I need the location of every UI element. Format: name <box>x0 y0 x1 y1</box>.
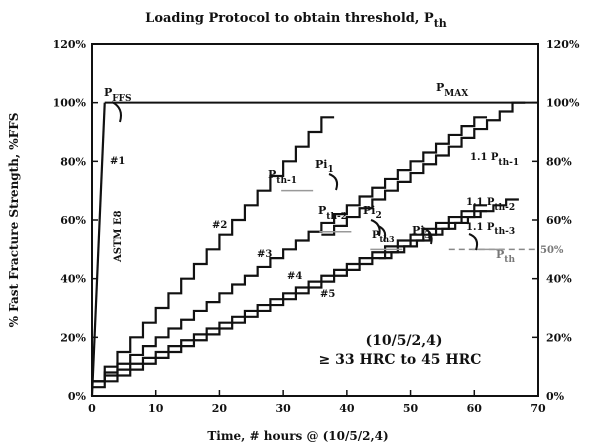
y-tick-label-left: 100% <box>53 97 87 110</box>
label-series-3: #3 <box>257 249 272 260</box>
x-tick-label: 50 <box>403 402 419 415</box>
series-line-2 <box>92 116 335 383</box>
label-pth: Pth <box>496 248 515 265</box>
y-axis-right-ticks: 0% 20% 40% 60% 80% 100% 120% <box>532 38 580 403</box>
y-tick-label-right: 0% <box>546 390 565 403</box>
label-pi2: Pi2 <box>363 204 382 221</box>
label-astm: ASTM E8 <box>113 210 124 263</box>
label-11pth3: 1.1 Pth-3 <box>466 222 515 237</box>
label-pth2: Pth-2 <box>318 204 347 222</box>
x-axis-ticks: 0 10 20 30 40 50 60 70 <box>88 390 546 415</box>
series-line-3 <box>92 116 488 383</box>
label-pi1: Pi1 <box>315 158 334 175</box>
y-tick-label-left: 80% <box>60 155 86 168</box>
x-tick-label: 10 <box>148 402 164 415</box>
y-tick-label-left: 20% <box>60 331 86 344</box>
y-tick-label-left: 40% <box>60 273 86 286</box>
label-11pth1: 1.1 Pth-1 <box>470 152 519 168</box>
series-line-4 <box>92 204 488 383</box>
label-series-5: #5 <box>320 289 335 300</box>
y-tick-label-right: 20% <box>546 331 572 344</box>
x-tick-label: 70 <box>530 402 546 415</box>
label-pth3: Pth3 <box>372 230 395 244</box>
label-series-4: #4 <box>287 271 302 282</box>
y-tick-label-right: 60% <box>546 214 572 227</box>
label-pi3: Pi3 <box>412 224 431 241</box>
chart-title: Loading Protocol to obtain threshold, Pt… <box>145 11 447 30</box>
arc-pi3 <box>422 227 433 245</box>
x-axis-label: Time, # hours @ (10/5/2,4) <box>207 429 388 443</box>
x-tick-label: 60 <box>467 402 483 415</box>
plot-frame <box>91 43 539 397</box>
arc-pi1 <box>328 173 339 191</box>
x-tick-label: 20 <box>212 402 228 415</box>
series-line-7 <box>378 198 519 260</box>
label-pmax: PMAX <box>436 81 468 99</box>
label-series-1: #1 <box>110 156 125 167</box>
y-tick-label-right: 80% <box>546 155 572 168</box>
arc-pffs <box>111 101 122 123</box>
label-series-2: #2 <box>212 220 227 231</box>
series-line-6 <box>321 101 526 236</box>
y-tick-label-left: 0% <box>68 390 87 403</box>
label-pct50: 50% <box>540 245 564 256</box>
y-axis-label: % Fast Fracture Strength, %FFS <box>7 113 21 328</box>
series-group <box>90 101 526 397</box>
y-axis-left-ticks: 0% 20% 40% 60% 80% 100% 120% <box>53 38 98 403</box>
threshold-marks <box>281 189 505 251</box>
x-tick-label: 40 <box>339 402 355 415</box>
annotation-arcs <box>111 101 479 251</box>
y-tick-label-left: 60% <box>60 214 86 227</box>
label-code: (10/5/2,4) <box>365 333 442 349</box>
label-pffs: PFFS <box>104 86 132 104</box>
arc-pth3 <box>377 225 387 242</box>
arc-pth <box>468 233 479 251</box>
label-pth1: Pth-1 <box>268 168 297 186</box>
label-hrc: ≥ 33 HRC to 45 HRC <box>319 352 482 368</box>
y-tick-label-right: 40% <box>546 273 572 286</box>
y-tick-label-right: 100% <box>546 97 580 110</box>
x-tick-label: 0 <box>88 402 96 415</box>
label-11pth2: 1.1 Pth-2 <box>466 197 515 213</box>
x-tick-label: 30 <box>275 402 291 415</box>
series-line-1 <box>90 102 106 397</box>
y-tick-label-left: 120% <box>53 38 87 51</box>
y-tick-label-right: 120% <box>546 38 580 51</box>
annotations: PFFS PMAX #1 ASTM E8 #2 #3 #4 #5 Pth-1 P… <box>104 81 564 368</box>
